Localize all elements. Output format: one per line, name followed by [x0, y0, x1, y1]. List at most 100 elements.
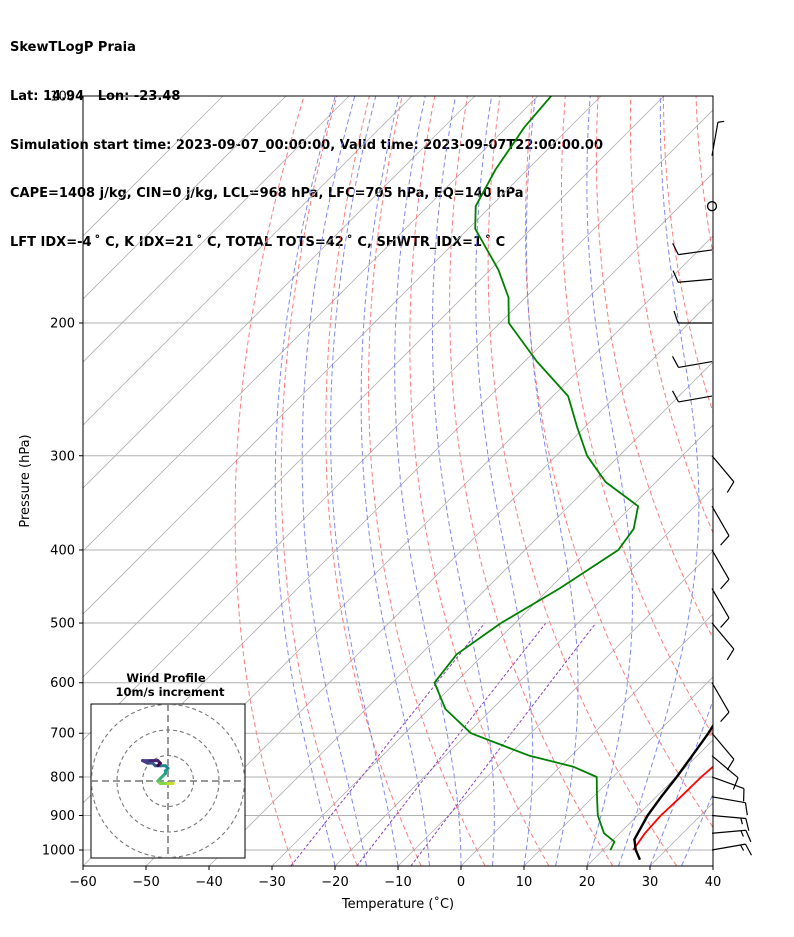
mixing-ratio-line: [290, 622, 486, 866]
dry-adiabat: [524, 96, 713, 829]
coordinates-line: Lat: 14.94 Lon: -23.48: [10, 89, 181, 105]
isotherm-line: [83, 96, 539, 552]
barb-full-flag: [726, 481, 735, 493]
moist-adiabat: [525, 96, 579, 866]
dry-adiabat: [487, 96, 678, 866]
hodograph-segment: [156, 761, 162, 768]
barb-full-flag: [720, 617, 730, 628]
wind-barb: [711, 732, 735, 771]
barb-half-flag: [740, 844, 745, 851]
station-title: SkewTLogP Praia: [10, 40, 136, 56]
barb-full-flag: [671, 356, 680, 368]
barb-staff: [678, 278, 713, 283]
x-tick-label: −20: [321, 875, 348, 890]
wind-barb: [711, 120, 725, 156]
cape-fill-layer: [706, 725, 713, 736]
cape-line: CAPE=1408 j/kg, CIN=0 j/kg, LCL=968 hPa,…: [10, 186, 524, 202]
x-axis-ticks: −60 −50 −40 −30 −20 −10 0 10 20 30 40: [69, 866, 721, 890]
dry-adiabat: [325, 96, 422, 866]
y-tick-label: 100: [50, 90, 75, 105]
barb-staff: [711, 682, 730, 713]
barb-staff: [711, 455, 735, 483]
dry-adiabat: [595, 96, 713, 640]
wind-barb: [672, 243, 713, 256]
isotherm-line: [649, 802, 713, 866]
y-axis-ticks: 100 200 300 400 500 600 700 800 900 1000: [42, 90, 83, 859]
wind-barb: [711, 755, 739, 790]
isotherm-line: [397, 550, 713, 866]
barb-full-flag: [744, 843, 753, 856]
isotherm-line: [83, 96, 413, 426]
isotherm-line: [145, 298, 713, 866]
barb-full-flag: [732, 777, 739, 790]
x-axis-label: Temperature (˚C): [341, 896, 454, 912]
dry-adiabat: [729, 96, 794, 866]
dewpoint-line: [433, 96, 639, 851]
barb-staff: [678, 360, 713, 369]
barb-full-flag: [673, 310, 679, 324]
y-axis-label: Pressure (hPa): [18, 434, 33, 527]
x-tick-label: −60: [69, 875, 96, 890]
barb-staff: [711, 549, 730, 580]
isotherm-line: [83, 96, 665, 678]
barb-full-flag: [720, 711, 730, 723]
y-tick-label: 500: [50, 617, 75, 632]
y-tick-label: 1000: [42, 844, 75, 859]
wind-barb: [706, 201, 718, 212]
wind-barb: [711, 796, 748, 816]
isotherm-line: [83, 96, 476, 489]
moist-adiabat: [431, 96, 495, 866]
moist-adiabat: [745, 96, 794, 866]
moist-adiabat: [274, 96, 336, 866]
y-tick-label: 600: [50, 676, 75, 691]
mixing-ratio-line: [410, 622, 597, 866]
indices-line: LFT IDX=-4 ˚ C, K IDX=21 ˚ C, TOTAL TOTS…: [10, 234, 506, 250]
isotherm-line: [523, 676, 713, 866]
y-tick-label: 800: [50, 770, 75, 785]
wind-barb: [711, 549, 730, 590]
barb-staff: [678, 395, 713, 403]
x-tick-label: 0: [457, 875, 465, 890]
wind-barb: [711, 455, 735, 493]
x-tick-label: −40: [195, 875, 222, 890]
wind-barb: [711, 776, 745, 802]
profile-lines: [433, 96, 713, 861]
wind-barb: [711, 682, 730, 723]
x-tick-label: 30: [642, 875, 659, 890]
barb-staff: [711, 588, 730, 619]
y-tick-label: 400: [50, 543, 75, 558]
isotherm-line: [83, 96, 287, 300]
dry-adiabat: [449, 96, 614, 866]
barb-staff: [711, 796, 746, 804]
barb-half-flag: [740, 817, 743, 825]
moist-adiabat: [618, 96, 700, 866]
barb-full-flag: [720, 535, 730, 546]
isotherm-line: [83, 109, 713, 741]
isotherm-line: [586, 739, 713, 866]
dry-adiabat: [695, 96, 713, 257]
barb-full-flag: [745, 830, 752, 843]
dry-adiabat: [629, 96, 713, 534]
isotherm-line: [334, 487, 713, 866]
x-tick-label: 20: [579, 875, 596, 890]
moist-adiabat: [681, 792, 713, 866]
barb-full-flag: [726, 648, 735, 661]
isotherm-line: [776, 96, 794, 866]
barb-full-flag: [726, 758, 735, 771]
wind-barb: [671, 356, 713, 369]
parcel-surface-segment: [634, 849, 642, 861]
barb-staff: [711, 622, 735, 650]
hodograph-content: [91, 704, 245, 858]
x-tick-label: −10: [384, 875, 411, 890]
x-tick-label: 40: [705, 875, 722, 890]
moist-adiabat: [475, 96, 534, 866]
wind-barb: [711, 622, 735, 661]
isotherm-line: [83, 96, 350, 363]
moist-adiabat: [649, 698, 713, 866]
calm-circle: [706, 201, 718, 212]
moist-adiabat: [301, 96, 367, 866]
x-tick-label: −50: [132, 875, 159, 890]
moist-adiabat: [586, 96, 633, 866]
barb-staff: [711, 829, 746, 834]
